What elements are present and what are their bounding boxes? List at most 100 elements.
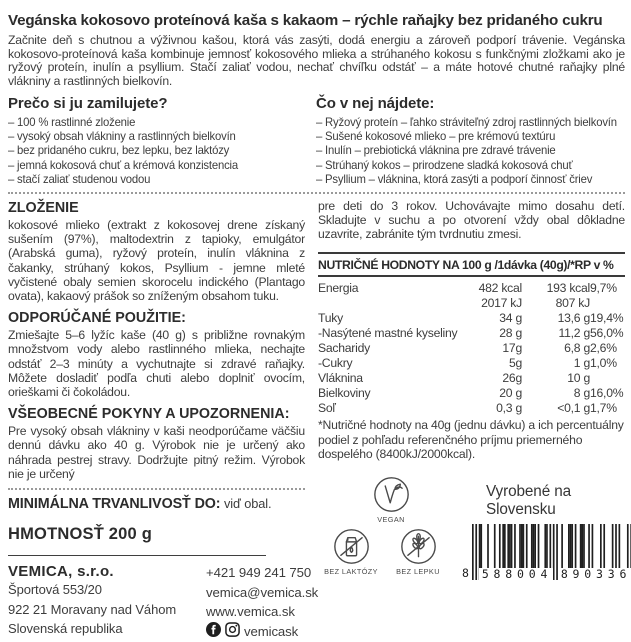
nutrition-footnote: *Nutričné hodnoty na 40g (jednu dávku) a… (318, 418, 624, 462)
nutrition-row: Energia 482 kcal 193 kcal 9,7% (318, 281, 625, 296)
nutrient-name: -Cukry (318, 356, 353, 371)
composition-text: kokosové mlieko (extrakt z kokosovej dre… (8, 218, 305, 304)
nutrient-rp-percent: 1,0% (590, 356, 617, 371)
product-title: Vegánska kokosovo proteínová kaša s kaka… (8, 12, 603, 29)
facebook-icon (206, 621, 221, 642)
nutrient-per-portion: 13,6 g (557, 310, 591, 325)
badges-block: VEGAN BEZ LAKTÓZY (318, 476, 458, 580)
list-item: – Ryžový proteín – ľahko stráviteľný zdr… (316, 115, 617, 129)
barcode-bars: 588004 890336 (471, 523, 631, 580)
dotted-divider (8, 488, 305, 491)
vegan-badge-label: VEGAN (377, 514, 405, 524)
list-item: – 100 % rastlinné zloženie (8, 115, 136, 129)
nutrient-per-portion: 11,2 g (558, 325, 591, 340)
nutrient-name: Bielkoviny (318, 386, 371, 401)
origin-text: Vyrobené na Slovensku (486, 482, 572, 518)
right-column: pre deti do 3 rokov. Uchovávajte mimo do… (318, 195, 631, 642)
lactose-free-badge: BEZ LAKTÓZY (322, 528, 380, 576)
nutrient-per-100g: 5g (508, 356, 522, 371)
nutrient-name (318, 296, 466, 311)
nutrient-rp-percent (590, 371, 625, 386)
list-item: – Strúhaný kokos – prirodzene sladká kok… (316, 157, 573, 172)
nutrient-per-portion: 6,8 g (564, 341, 590, 355)
nutrient-per-portion: 807 kJ (555, 295, 591, 310)
list-item: – vysoký obsah vlákniny a rastlinných bi… (8, 129, 236, 144)
nutrient-rp-percent: 19,4% (590, 310, 624, 325)
gluten-free-badge: BEZ LEPKU (389, 528, 447, 576)
nutrition-table: NUTRIČNÉ HODNOTY NA 100 g /1dávka (40g)/… (318, 251, 625, 417)
company-phone: +421 949 241 750 (206, 565, 312, 581)
gluten-free-badge-label: BEZ LEPKU (396, 566, 440, 576)
nutrient-rp-percent: 16,0% (590, 386, 624, 401)
dotted-divider (8, 192, 625, 195)
general-notes-heading: VŠEOBECNÉ POKYNY A UPOZORNENIA: (8, 406, 290, 423)
nutrient-name: Tuky (318, 310, 343, 325)
company-address: Športová 553/20 922 21 Moravany nad Váhom… (8, 580, 206, 639)
recommended-use-text: Zmiešajte 5–6 lyžíc kaše (40 g) s pribli… (8, 328, 305, 400)
left-column: ZLOŽENIE kokosové mlieko (extrakt z koko… (8, 195, 318, 642)
nutrition-table-heading: NUTRIČNÉ HODNOTY NA 100 g /1dávka (40g)/… (318, 254, 625, 277)
benefits-columns: Prečo si ju zamilujete? – 100 % rastlinn… (8, 95, 625, 186)
nutrient-name: Sacharidy (318, 341, 370, 355)
nutrition-row: Sacharidy 17g 6,8 g 2,6% (318, 341, 625, 356)
main-columns: ZLOŽENIE kokosové mlieko (extrakt z koko… (8, 195, 631, 642)
company-website: www.vemica.sk (206, 604, 295, 620)
barcode-lead-digit: 8 (462, 565, 469, 580)
why-love-heading: Prečo si ju zamilujete? (8, 95, 168, 112)
nutrient-name: Vláknina (318, 371, 363, 386)
whats-inside-heading: Čo v nej nájdete: (316, 95, 435, 112)
instagram-icon (225, 621, 240, 642)
composition-heading: ZLOŽENIE (8, 200, 79, 217)
nutrient-per-100g: 0,3 g (496, 401, 522, 416)
address-line: 922 21 Moravany nad Váhom (8, 601, 177, 617)
address-line: Športová 553/20 (8, 582, 102, 598)
bottom-right-block: VEGAN BEZ LAKTÓZY (318, 476, 631, 580)
badge-row: BEZ LAKTÓZY (318, 528, 458, 576)
nutrient-per-100g: 17g (502, 341, 522, 355)
nutrient-rp-percent: 56,0% (590, 325, 624, 340)
horizontal-rule (8, 555, 266, 557)
why-love-section: Prečo si ju zamilujete? – 100 % rastlinn… (8, 95, 316, 186)
barcode-digits-right: 890336 (557, 567, 631, 580)
intro-paragraph: Začnite deň s chutnou a výživnou kašou, … (8, 33, 625, 88)
list-item: – Inulín – prebiotická vláknina pre zdra… (316, 143, 556, 158)
nutrient-rp-percent: 9,7% (590, 280, 617, 295)
nutrient-per-100g: 26g (502, 371, 522, 386)
vegan-badge: VEGAN (362, 476, 420, 524)
nutrient-per-100g: 28 g (499, 325, 522, 340)
nutrient-rp-percent: 2,6% (590, 341, 617, 355)
company-email: vemica@vemica.sk (206, 584, 319, 600)
shelf-life-value: viď obal. (220, 496, 272, 512)
nutrition-row: Vláknina 26g 10 g (318, 371, 625, 386)
whats-inside-list: – Ryžový proteín – ľahko stráviteľný zdr… (316, 115, 625, 186)
nutrient-name: -Nasýtené mastné kyseliny (318, 325, 458, 340)
nutrient-rp-percent (590, 296, 625, 311)
nutrition-row: Tuky 34 g 13,6 g 19,4% (318, 311, 625, 326)
nutrient-per-portion: 10 g (567, 371, 590, 386)
social-row: vemicask (206, 621, 318, 642)
nutrition-row: Bielkoviny 20 g 8 g 16,0% (318, 386, 625, 401)
general-notes-text: Pre vysoký obsah vlákniny v kaši neodpor… (8, 424, 305, 481)
nutrient-per-100g: 482 kcal (478, 280, 523, 295)
social-handle: vemicask (244, 624, 299, 640)
origin-barcode-block: Vyrobené na Slovensku 8 588004 890336 (458, 476, 631, 580)
nutrient-per-portion: 1 g (573, 356, 590, 371)
nutrient-name: Soľ (318, 401, 336, 416)
company-name: VEMICA, s.r.o. (8, 563, 114, 581)
nutrient-per-portion: 193 kcal (546, 280, 591, 295)
vegan-icon (373, 476, 409, 512)
nutrition-table-body: Energia 482 kcal 193 kcal 9,7% 2017 kJ 8… (318, 277, 625, 417)
list-item: – stačí zaliať studenou vodou (8, 171, 151, 186)
barcode-digits-left: 588004 (478, 567, 553, 580)
nutrient-rp-percent: 1,7% (590, 401, 617, 416)
list-item: – Sušené kokosové mlieko – pre krémovú t… (316, 129, 556, 144)
nutrient-name: Energia (318, 280, 359, 295)
nutrition-row: Soľ 0,3 g <0,1 g 1,7% (318, 401, 625, 416)
nutrition-row: -Cukry 5g 1 g 1,0% (318, 356, 625, 371)
list-item: – Psyllium – vláknina, ktorá zasýti a po… (316, 171, 593, 186)
nutrient-per-portion: <0,1 g (557, 401, 590, 416)
lactose-free-badge-label: BEZ LAKTÓZY (324, 566, 378, 576)
net-weight: HMOTNOSŤ 200 g (8, 525, 152, 544)
nutrition-row: -Nasýtené mastné kyseliny 28 g 11,2 g 56… (318, 326, 625, 341)
